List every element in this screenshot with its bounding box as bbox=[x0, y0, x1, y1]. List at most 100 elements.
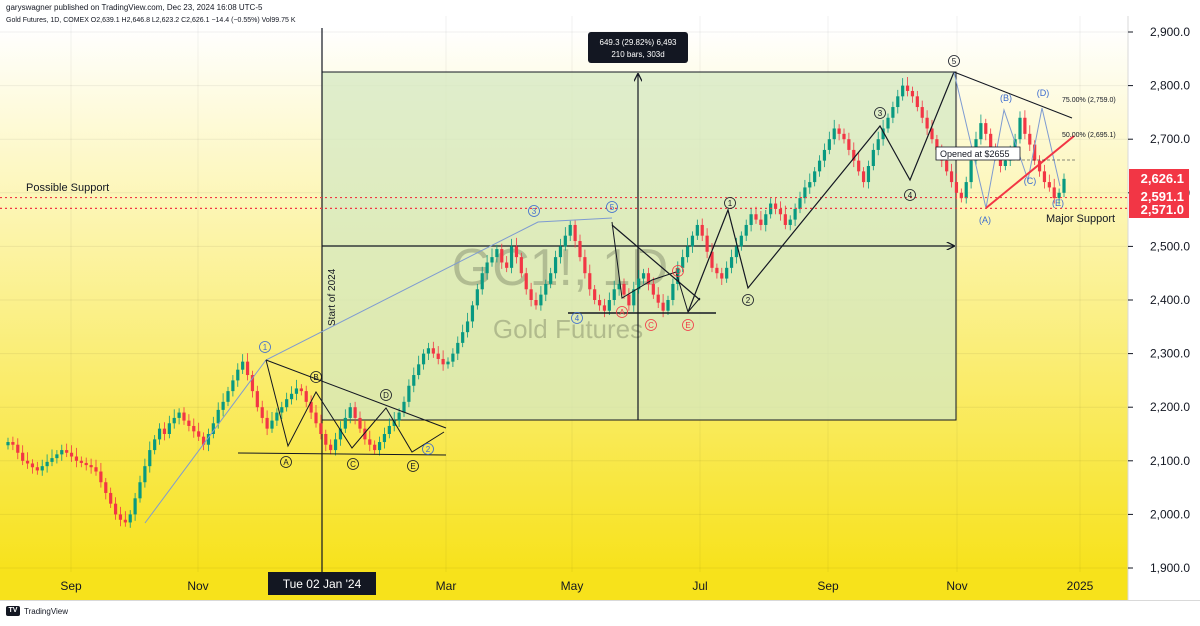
candle-body bbox=[783, 214, 787, 225]
candle-body bbox=[617, 283, 621, 290]
candle-body bbox=[641, 273, 646, 279]
wave-label: E bbox=[410, 462, 415, 471]
wave-label-circle bbox=[904, 189, 916, 201]
time-axis[interactable]: Sep Nov Mar May Jul Sep Nov 2025 Tue 02 Jan '24 bbox=[60, 572, 1094, 595]
wave-label-circle bbox=[742, 294, 754, 306]
wave-label: D bbox=[675, 267, 681, 276]
candle-body bbox=[157, 428, 162, 440]
candle-body bbox=[676, 267, 680, 284]
candle-body bbox=[84, 462, 88, 466]
candle-body bbox=[99, 471, 103, 483]
candle-body bbox=[338, 428, 343, 440]
wave-label-circle bbox=[948, 55, 960, 67]
candle-body bbox=[182, 412, 186, 421]
candle-body bbox=[876, 139, 880, 150]
wave-path-abcde-1 bbox=[265, 359, 445, 453]
candle-body bbox=[549, 273, 553, 284]
candle-body bbox=[35, 467, 39, 471]
candle-body bbox=[793, 208, 797, 220]
triangle2-upper-line bbox=[611, 224, 701, 301]
candle-body bbox=[304, 391, 308, 402]
candle-body bbox=[201, 436, 206, 445]
candle-body bbox=[65, 450, 69, 453]
candle-body bbox=[729, 257, 734, 268]
candle-body bbox=[705, 235, 709, 252]
candle-body bbox=[681, 257, 685, 268]
candle-body bbox=[607, 300, 611, 311]
candle-body bbox=[695, 224, 699, 236]
candle-body bbox=[25, 460, 30, 464]
candle-body bbox=[368, 439, 372, 445]
candle-body bbox=[837, 128, 841, 134]
candlestick-series bbox=[6, 77, 1066, 528]
candle-body bbox=[436, 353, 440, 359]
candle-body bbox=[690, 235, 695, 247]
candle-body bbox=[1028, 133, 1032, 145]
candle-body bbox=[539, 294, 543, 306]
wave-label-circle bbox=[310, 371, 322, 383]
tradingview-logo-icon: TV bbox=[6, 606, 20, 616]
candle-body bbox=[226, 391, 230, 402]
candle-body bbox=[861, 171, 866, 183]
candle-body bbox=[480, 273, 484, 290]
y-tick-label: 2,800.0 bbox=[1150, 79, 1190, 93]
wave-labels: 1 3 5 4 2 A B C D E A C D E 1 2 3 4 5 (A) (B) (C) (D) (E) bbox=[259, 55, 1064, 472]
wave-label: 5 bbox=[952, 57, 957, 66]
wave-label-circle bbox=[571, 312, 583, 324]
candle-body bbox=[16, 444, 20, 453]
candle-body bbox=[905, 85, 910, 91]
candle-body bbox=[109, 492, 113, 504]
candle-body bbox=[597, 300, 602, 306]
candle-body bbox=[495, 249, 499, 258]
candle-body bbox=[852, 149, 856, 161]
wave-label-circle bbox=[380, 389, 392, 401]
candle-body bbox=[661, 302, 665, 311]
candle-body bbox=[60, 450, 64, 455]
candle-body bbox=[959, 192, 963, 199]
wave-label: A bbox=[283, 458, 289, 467]
candle-body bbox=[104, 482, 108, 493]
y-tick-label: 2,700.0 bbox=[1150, 132, 1190, 146]
candle-body bbox=[637, 278, 641, 290]
price-label: 2,626.1 bbox=[1141, 171, 1184, 186]
fib-75-label: 75.00% (2,759.0) bbox=[1062, 97, 1116, 104]
candle-body bbox=[162, 428, 167, 434]
candle-body bbox=[945, 160, 949, 172]
opened-note: Opened at $2655 bbox=[940, 149, 1010, 159]
wave-label: C bbox=[350, 460, 356, 469]
candle-body bbox=[656, 294, 660, 303]
start-of-year-label: Start of 2024 bbox=[327, 268, 338, 326]
triangle-upper-line bbox=[265, 359, 447, 429]
price-label-box bbox=[1129, 187, 1189, 205]
candle-body bbox=[89, 465, 93, 468]
candle-body bbox=[465, 321, 470, 333]
wave-path-blue-large bbox=[144, 217, 613, 524]
price-axis-ticks: 2,900.02,800.02,700.02,600.02,500.02,400… bbox=[1128, 25, 1190, 575]
candle-body bbox=[40, 466, 44, 471]
candle-body bbox=[289, 393, 294, 400]
price-label: 2,571.0 bbox=[1141, 202, 1184, 217]
candle-body bbox=[602, 305, 607, 311]
candle-body bbox=[461, 332, 465, 343]
candle-body bbox=[373, 444, 377, 451]
candle-body bbox=[485, 262, 489, 274]
candle-body bbox=[866, 166, 871, 183]
candle-body bbox=[529, 289, 533, 300]
candle-body bbox=[519, 257, 523, 274]
candle-body bbox=[910, 90, 915, 97]
candle-body bbox=[778, 208, 783, 215]
price-axis[interactable] bbox=[1129, 16, 1200, 600]
candle-body bbox=[646, 273, 651, 284]
triangle-lower-line bbox=[237, 452, 447, 456]
candle-body bbox=[260, 407, 264, 418]
wave-label: 4 bbox=[575, 314, 580, 323]
candle-body bbox=[241, 361, 245, 370]
y-tick-label: 2,000.0 bbox=[1150, 507, 1190, 521]
candle-body bbox=[891, 107, 895, 118]
candle-body bbox=[343, 417, 347, 429]
candle-body bbox=[593, 289, 597, 300]
candle-body bbox=[1057, 192, 1061, 199]
tradingview-logo[interactable]: TV TradingView bbox=[6, 606, 68, 616]
